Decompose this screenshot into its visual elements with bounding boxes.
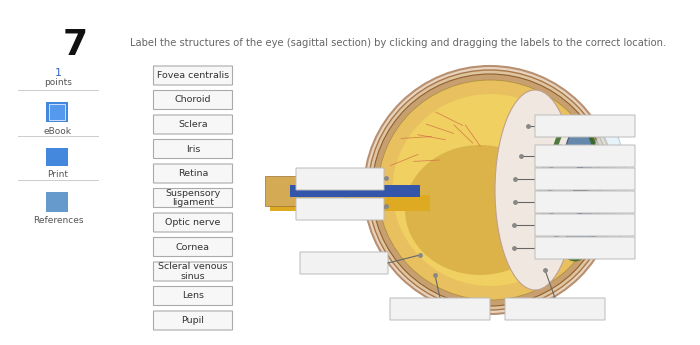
FancyBboxPatch shape bbox=[153, 311, 232, 330]
FancyBboxPatch shape bbox=[390, 298, 490, 320]
FancyBboxPatch shape bbox=[535, 237, 635, 259]
Text: Iris: Iris bbox=[186, 145, 200, 154]
Text: eBook: eBook bbox=[44, 127, 72, 136]
Text: Scleral venous
sinus: Scleral venous sinus bbox=[158, 262, 228, 281]
FancyBboxPatch shape bbox=[153, 286, 232, 306]
Text: Optic nerve: Optic nerve bbox=[165, 218, 220, 227]
FancyBboxPatch shape bbox=[153, 115, 232, 134]
Text: Retina: Retina bbox=[178, 169, 208, 178]
FancyBboxPatch shape bbox=[296, 168, 384, 190]
FancyBboxPatch shape bbox=[300, 252, 388, 274]
Ellipse shape bbox=[495, 90, 575, 290]
Text: 7: 7 bbox=[62, 28, 88, 62]
Bar bbox=[265, 176, 345, 206]
Bar bbox=[270, 195, 430, 211]
FancyBboxPatch shape bbox=[535, 145, 635, 167]
Text: Cornea: Cornea bbox=[176, 243, 210, 252]
Bar bbox=[46, 148, 68, 166]
Bar bbox=[49, 104, 65, 120]
Text: 1: 1 bbox=[55, 68, 62, 78]
FancyBboxPatch shape bbox=[296, 198, 384, 220]
Text: Suspensory
ligament: Suspensory ligament bbox=[165, 189, 220, 207]
Text: points: points bbox=[44, 78, 72, 87]
Text: Choroid: Choroid bbox=[175, 96, 211, 105]
FancyBboxPatch shape bbox=[153, 90, 232, 109]
FancyBboxPatch shape bbox=[153, 66, 232, 85]
Text: Fovea centralis: Fovea centralis bbox=[157, 71, 229, 80]
Ellipse shape bbox=[561, 125, 599, 255]
Ellipse shape bbox=[393, 94, 587, 286]
FancyBboxPatch shape bbox=[153, 262, 232, 281]
FancyBboxPatch shape bbox=[505, 298, 605, 320]
FancyBboxPatch shape bbox=[153, 213, 232, 232]
Bar bbox=[46, 192, 68, 212]
FancyBboxPatch shape bbox=[153, 188, 232, 207]
Text: Sclera: Sclera bbox=[178, 120, 208, 129]
Bar bbox=[290, 185, 420, 197]
FancyBboxPatch shape bbox=[535, 115, 635, 137]
Ellipse shape bbox=[405, 145, 555, 275]
FancyBboxPatch shape bbox=[153, 237, 232, 256]
Text: Print: Print bbox=[48, 170, 69, 179]
Ellipse shape bbox=[378, 80, 602, 300]
Text: Pupil: Pupil bbox=[181, 316, 204, 325]
Ellipse shape bbox=[591, 125, 626, 255]
Text: Lens: Lens bbox=[182, 292, 204, 300]
Ellipse shape bbox=[372, 74, 608, 306]
Text: References: References bbox=[33, 216, 83, 225]
Ellipse shape bbox=[573, 165, 587, 215]
FancyBboxPatch shape bbox=[535, 214, 635, 236]
FancyBboxPatch shape bbox=[535, 168, 635, 190]
Bar bbox=[46, 102, 68, 122]
FancyBboxPatch shape bbox=[153, 164, 232, 183]
Ellipse shape bbox=[540, 145, 580, 235]
Ellipse shape bbox=[364, 66, 616, 314]
FancyBboxPatch shape bbox=[535, 191, 635, 213]
Ellipse shape bbox=[368, 70, 612, 310]
FancyBboxPatch shape bbox=[153, 139, 232, 158]
Text: Label the structures of the eye (sagittal section) by clicking and dragging the : Label the structures of the eye (sagitta… bbox=[130, 38, 666, 48]
